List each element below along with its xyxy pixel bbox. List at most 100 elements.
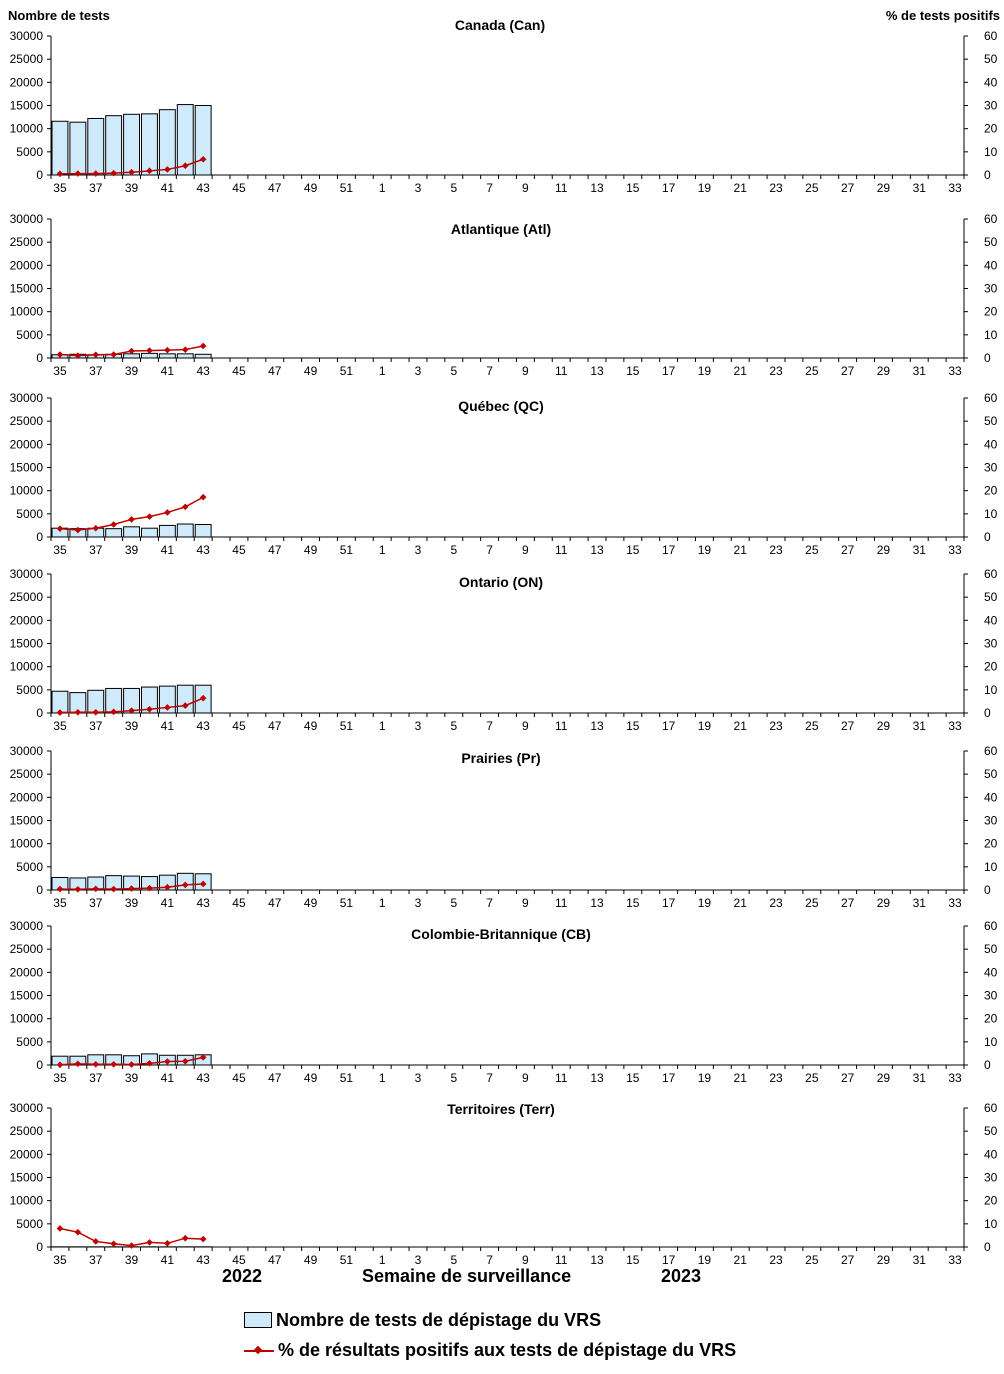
panel-2-left-tick-label: 5000 xyxy=(16,507,43,521)
panel-5-x-tick-label: 37 xyxy=(89,1071,103,1085)
panel-1-left-tick-label: 20000 xyxy=(10,258,44,272)
panel-5-pct-point-week-39 xyxy=(128,1061,135,1068)
panel-5-left-tick-label: 20000 xyxy=(10,965,44,979)
panel-2-left-tick-label: 10000 xyxy=(10,484,44,498)
panel-4-x-tick-label: 29 xyxy=(877,896,891,910)
panel-3-left-tick-label: 0 xyxy=(36,706,43,720)
panel-0-x-tick-label: 3 xyxy=(415,181,422,195)
panel-3-pct-point-week-40 xyxy=(146,705,153,713)
panel-5-x-tick-label: 45 xyxy=(232,1071,246,1085)
panel-1-left-tick-label: 0 xyxy=(36,351,43,365)
panel-0-x-tick-label: 35 xyxy=(53,181,67,195)
panel-3-pct-point-week-41 xyxy=(164,704,171,711)
panel-6-x-tick-label: 31 xyxy=(913,1253,927,1267)
panel-3-right-tick-label: 30 xyxy=(984,637,998,651)
panel-3-x-tick-label: 35 xyxy=(53,719,67,733)
panel-3-x-tick-label: 21 xyxy=(734,719,748,733)
panel-4-left-tick-label: 20000 xyxy=(10,790,44,804)
panel-6-pct-point-week-40 xyxy=(146,1239,153,1246)
panel-4-x-tick-label: 13 xyxy=(590,896,604,910)
panel-0-bar-week-39 xyxy=(123,113,141,176)
panel-2-x-tick-label: 3 xyxy=(415,543,422,557)
panel-2-bar-week-38 xyxy=(105,528,123,538)
panel-3-right-tick-label: 60 xyxy=(984,567,998,581)
panel-3-x-tick-label: 15 xyxy=(626,719,640,733)
panel-2-bar-week-42 xyxy=(176,523,194,538)
panel-0-bar-week-36 xyxy=(69,121,87,176)
panel-5-x-tick-label: 47 xyxy=(268,1071,282,1085)
panel-3-left-tick-label: 30000 xyxy=(10,567,44,581)
panel-5-x-tick-label: 31 xyxy=(913,1071,927,1085)
panel-3-x-tick-label: 11 xyxy=(555,719,568,733)
panel-5-right-tick-label: 60 xyxy=(984,919,998,933)
panel-0-pct-point-week-39 xyxy=(128,168,135,176)
panel-4-x-tick-label: 19 xyxy=(698,896,712,910)
panel-0-left-tick-label: 30000 xyxy=(10,29,44,43)
panel-0-x-tick-label: 7 xyxy=(486,181,493,195)
panel-0-left-tick-label: 25000 xyxy=(10,52,44,66)
panel-5-pct-point-week-38 xyxy=(110,1061,117,1068)
panel-1-x-tick-label: 13 xyxy=(590,364,604,378)
panel-5-pct-point-week-40 xyxy=(146,1060,153,1067)
panel-5-x-tick-label: 27 xyxy=(841,1071,855,1085)
panel-4-x-tick-label: 41 xyxy=(161,896,175,910)
panel-0-pct-point-week-40 xyxy=(146,167,153,175)
panel-0-x-tick-label: 37 xyxy=(89,181,103,195)
panel-1-bar-week-40 xyxy=(141,352,158,359)
panel-5-x-tick-label: 15 xyxy=(626,1071,640,1085)
panel-2-x-tick-label: 7 xyxy=(486,543,493,557)
panel-3-x-tick-label: 37 xyxy=(89,719,103,733)
panel-5-x-tick-label: 11 xyxy=(555,1071,568,1085)
panel-3-x-tick-label: 27 xyxy=(841,719,855,733)
panel-3-right-tick-label: 40 xyxy=(984,613,998,627)
panel-0-x-tick-label: 17 xyxy=(662,181,676,195)
panel-1-x-tick-label: 3 xyxy=(415,364,422,378)
panel-4-right-tick-label: 50 xyxy=(984,767,998,781)
panel-6-x-tick-label: 19 xyxy=(698,1253,712,1267)
panel-3-x-tick-label: 3 xyxy=(415,719,422,733)
panel-4-x-tick-label: 25 xyxy=(805,896,819,910)
panel-6-x-tick-label: 35 xyxy=(53,1253,67,1267)
panel-5-left-tick-label: 0 xyxy=(36,1058,43,1072)
panel-3-x-tick-label: 41 xyxy=(161,719,175,733)
panel-0-left-tick-label: 5000 xyxy=(16,145,43,159)
panel-3-title: Ontario (ON) xyxy=(459,574,543,590)
panel-4-x-tick-label: 3 xyxy=(415,896,422,910)
panel-4-x-tick-label: 23 xyxy=(769,896,783,910)
panel-3-right-tick-label: 20 xyxy=(984,660,998,674)
panel-1-x-tick-label: 29 xyxy=(877,364,891,378)
panel-1-right-tick-label: 20 xyxy=(984,305,998,319)
panel-6-x-tick-label: 37 xyxy=(89,1253,103,1267)
panel-1-pct-point-week-37 xyxy=(92,351,100,359)
panel-0-pct-point-week-37 xyxy=(92,170,100,177)
panel-5-pct-point-week-36 xyxy=(74,1060,82,1068)
panel-3-left-tick-label: 25000 xyxy=(10,590,44,604)
panel-0-x-tick-label: 1 xyxy=(379,181,386,195)
panel-3-x-tick-label: 29 xyxy=(877,719,891,733)
panel-0-x-tick-label: 31 xyxy=(913,181,927,195)
panel-1-bar-week-43 xyxy=(194,353,212,359)
panel-2-left-tick-label: 25000 xyxy=(10,414,44,428)
panel-4-x-tick-label: 47 xyxy=(268,896,282,910)
panel-3-left-tick-label: 10000 xyxy=(10,660,44,674)
panel-5-right-tick-label: 40 xyxy=(984,965,998,979)
panel-1-x-tick-label: 37 xyxy=(89,364,103,378)
panel-5-x-tick-label: 13 xyxy=(590,1071,604,1085)
panel-5-x-tick-label: 29 xyxy=(877,1071,891,1085)
panel-3-right-tick-label: 0 xyxy=(984,706,991,720)
panel-6-pct-point-week-39 xyxy=(128,1242,135,1249)
panel-0-right-tick-label: 0 xyxy=(984,168,991,182)
panel-3-x-tick-label: 5 xyxy=(450,719,457,733)
panel-1-pct-point-week-41 xyxy=(164,346,171,354)
panel-2-x-tick-label: 33 xyxy=(948,543,962,557)
panel-6-pct-point-week-36 xyxy=(74,1228,82,1236)
panel-6-x-tick-label: 43 xyxy=(196,1253,210,1267)
panel-4-x-tick-label: 9 xyxy=(522,896,529,910)
panel-5-x-tick-label: 19 xyxy=(698,1071,712,1085)
panel-1-x-tick-label: 7 xyxy=(486,364,493,378)
panel-2-pct-point-week-36 xyxy=(74,526,82,534)
panel-4-x-tick-label: 51 xyxy=(340,896,354,910)
panel-1-x-tick-label: 49 xyxy=(304,364,318,378)
panel-5-x-tick-label: 41 xyxy=(161,1071,175,1085)
